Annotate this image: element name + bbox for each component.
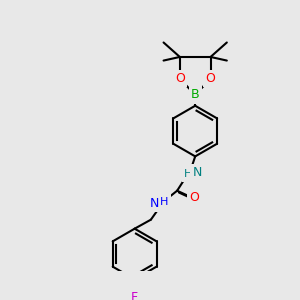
Text: B: B: [191, 88, 200, 101]
Text: F: F: [131, 291, 138, 300]
Text: N: N: [192, 166, 202, 179]
Text: O: O: [206, 72, 215, 85]
Text: H: H: [160, 196, 169, 207]
Text: N: N: [150, 197, 159, 210]
Text: O: O: [175, 72, 185, 85]
Text: H: H: [184, 169, 192, 179]
Text: O: O: [189, 191, 199, 205]
